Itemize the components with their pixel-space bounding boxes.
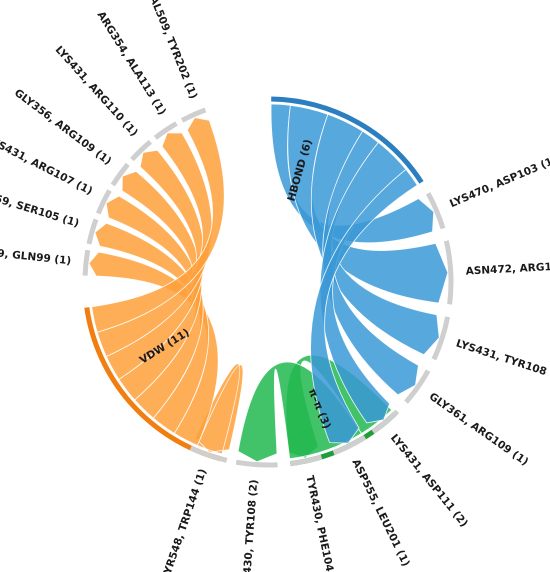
pair-label-5: ASP555, LEU201 (1) (349, 457, 411, 568)
pair-arc-12 (110, 162, 130, 187)
pair-label-4: LYS431, ASP111 (2) (388, 432, 470, 529)
pair-arc-8 (189, 445, 228, 463)
pair-label-6: TYR430, PHE104 (1) (303, 474, 339, 572)
pair-label-7: TYR430, TYR108 (2) (240, 479, 260, 572)
pair-label-1: ASN472, ARG107 (2) (465, 259, 550, 277)
ribbon-5 (310, 168, 418, 444)
pair-arc-4 (371, 409, 400, 434)
ribbons-layer (88, 103, 449, 463)
pair-arc-1 (443, 240, 454, 305)
pair-arc-14 (153, 121, 178, 140)
pair-arc-0 (425, 192, 446, 230)
pair-label-2: LYS431, TYR108 (2) (454, 337, 550, 384)
pair-arc-13 (130, 139, 153, 162)
pair-arc-9 (82, 249, 91, 276)
pair-arc-11 (95, 189, 112, 215)
pair-label-3: GLY361, ARG109 (1) (427, 391, 531, 469)
pair-arc-6 (289, 454, 323, 467)
pair-arc-7 (235, 459, 278, 468)
pair-arc-10 (86, 218, 99, 245)
arcs-layer (82, 96, 454, 468)
pair-label-9: VAL509, GLN99 (1) (0, 244, 72, 268)
pair-label-8: TYR548, TRP144 (1) (159, 467, 209, 572)
group-arc-hbond (271, 96, 424, 184)
pair-label-0: LYS470, ASP103 (1) (448, 154, 550, 210)
pair-arc-3 (404, 369, 431, 404)
pair-label-10: SER359, SER105 (1) (0, 184, 80, 230)
pair-arc-5 (332, 435, 367, 456)
pair-arc-15 (180, 107, 207, 123)
pair-arc-2 (431, 316, 451, 361)
ribbon-15 (91, 117, 225, 333)
